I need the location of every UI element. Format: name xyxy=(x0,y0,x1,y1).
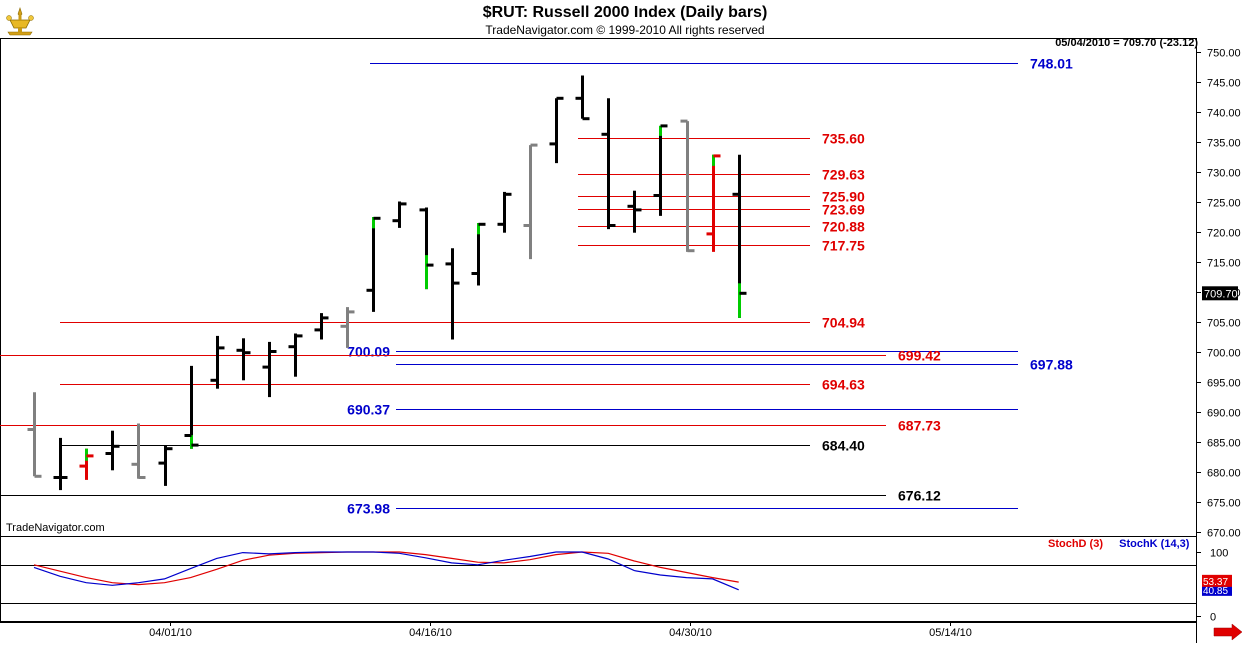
price-bar xyxy=(314,313,329,340)
trade-navigator-logo-icon xyxy=(6,7,34,36)
date-axis-label: 04/30/10 xyxy=(669,627,712,639)
price-axis-label: 700.00 xyxy=(1207,348,1241,360)
stochk-value-label: 40.85 xyxy=(1203,586,1228,597)
level-label: 699.42 xyxy=(898,348,941,364)
price-axis-label: 730.00 xyxy=(1207,168,1241,180)
price-bar xyxy=(236,338,251,381)
last-price-label: 709.70 xyxy=(1204,288,1238,300)
price-bar xyxy=(601,98,616,230)
stochd-value-label: 53.37 xyxy=(1203,577,1228,588)
price-bar xyxy=(27,392,42,478)
level-label: 697.88 xyxy=(1030,357,1073,373)
price-axis-label: 745.00 xyxy=(1207,78,1241,90)
quote-readout: 05/04/2010 = 709.70 (-23.12) xyxy=(1055,37,1198,49)
stochk-line xyxy=(33,551,739,591)
price-bar xyxy=(288,333,303,377)
level-label: 673.98 xyxy=(347,501,390,517)
price-bar xyxy=(105,430,120,471)
level-label: 694.63 xyxy=(822,377,865,393)
price-bar xyxy=(575,75,590,121)
price-bar xyxy=(497,191,512,233)
level-label: 684.40 xyxy=(822,438,865,454)
date-axis-label: 04/01/10 xyxy=(149,627,192,639)
date-axis-label: 04/16/10 xyxy=(409,627,452,639)
level-label: 723.69 xyxy=(822,202,865,218)
stochk-legend-label: StochK (14,3) xyxy=(1119,538,1190,550)
price-axis-label: 725.00 xyxy=(1207,198,1241,210)
price-axis-label: 670.00 xyxy=(1207,528,1241,540)
price-axis-label: 690.00 xyxy=(1207,408,1241,420)
scroll-right-arrow-icon[interactable] xyxy=(1213,623,1243,641)
indicator-panel-frame xyxy=(0,536,1197,622)
price-bar xyxy=(158,445,173,486)
price-bar xyxy=(419,207,434,290)
price-panel-frame xyxy=(0,38,1197,537)
price-bar xyxy=(131,423,146,479)
price-axis-label: 740.00 xyxy=(1207,108,1241,120)
stoch-axis-label: 0 xyxy=(1210,612,1216,624)
stochd-value-box xyxy=(1202,574,1232,587)
price-bar xyxy=(471,222,486,286)
level-label: 704.94 xyxy=(822,315,865,331)
price-axis-label: 695.00 xyxy=(1207,378,1241,390)
price-bar xyxy=(392,201,407,228)
level-label: 748.01 xyxy=(1030,56,1073,72)
price-bar xyxy=(79,448,94,480)
price-bar xyxy=(523,143,538,260)
price-bar xyxy=(445,248,460,340)
price-bar xyxy=(653,124,668,216)
price-bar xyxy=(366,216,381,312)
price-bar xyxy=(706,154,721,252)
price-bar xyxy=(340,307,355,348)
price-bar xyxy=(627,190,642,233)
price-bar xyxy=(549,96,564,164)
price-bar xyxy=(184,365,199,449)
level-label: 700.09 xyxy=(347,344,390,360)
stochd-line xyxy=(33,551,739,586)
level-label: 717.75 xyxy=(822,238,865,254)
last-price-box xyxy=(1202,286,1238,301)
price-axis-label: 685.00 xyxy=(1207,438,1241,450)
chart-copyright: TradeNavigator.com © 1999-2010 All right… xyxy=(485,23,765,37)
price-bar xyxy=(732,154,747,318)
price-axis-label: 715.00 xyxy=(1207,258,1241,270)
stochk-value-box xyxy=(1202,583,1232,596)
price-bar xyxy=(210,335,225,389)
stochd-legend-label: StochD (3) xyxy=(1048,538,1103,550)
level-label: 720.88 xyxy=(822,219,865,235)
level-label: 687.73 xyxy=(898,418,941,434)
stoch-legend: StochD (3) StochK (14,3) xyxy=(1048,538,1189,550)
watermark: TradeNavigator.com xyxy=(6,522,105,534)
stoch-axis-label: 100 xyxy=(1210,548,1228,560)
level-label: 735.60 xyxy=(822,131,865,147)
price-bar xyxy=(680,119,695,253)
level-label: 725.90 xyxy=(822,189,865,205)
price-axis-label: 720.00 xyxy=(1207,228,1241,240)
chart-title: $RUT: Russell 2000 Index (Daily bars) xyxy=(482,4,768,21)
date-axis-label: 05/14/10 xyxy=(929,627,972,639)
level-label: 690.37 xyxy=(347,402,390,418)
price-axis-label: 705.00 xyxy=(1207,318,1241,330)
level-label: 676.12 xyxy=(898,488,941,504)
price-bar xyxy=(262,341,277,398)
level-label: 729.63 xyxy=(822,167,865,183)
price-axis-label: 735.00 xyxy=(1207,138,1241,150)
price-axis-label: 750.00 xyxy=(1207,48,1241,60)
price-axis-label: 680.00 xyxy=(1207,468,1241,480)
price-bar xyxy=(53,437,68,491)
price-axis-label: 675.00 xyxy=(1207,498,1241,510)
